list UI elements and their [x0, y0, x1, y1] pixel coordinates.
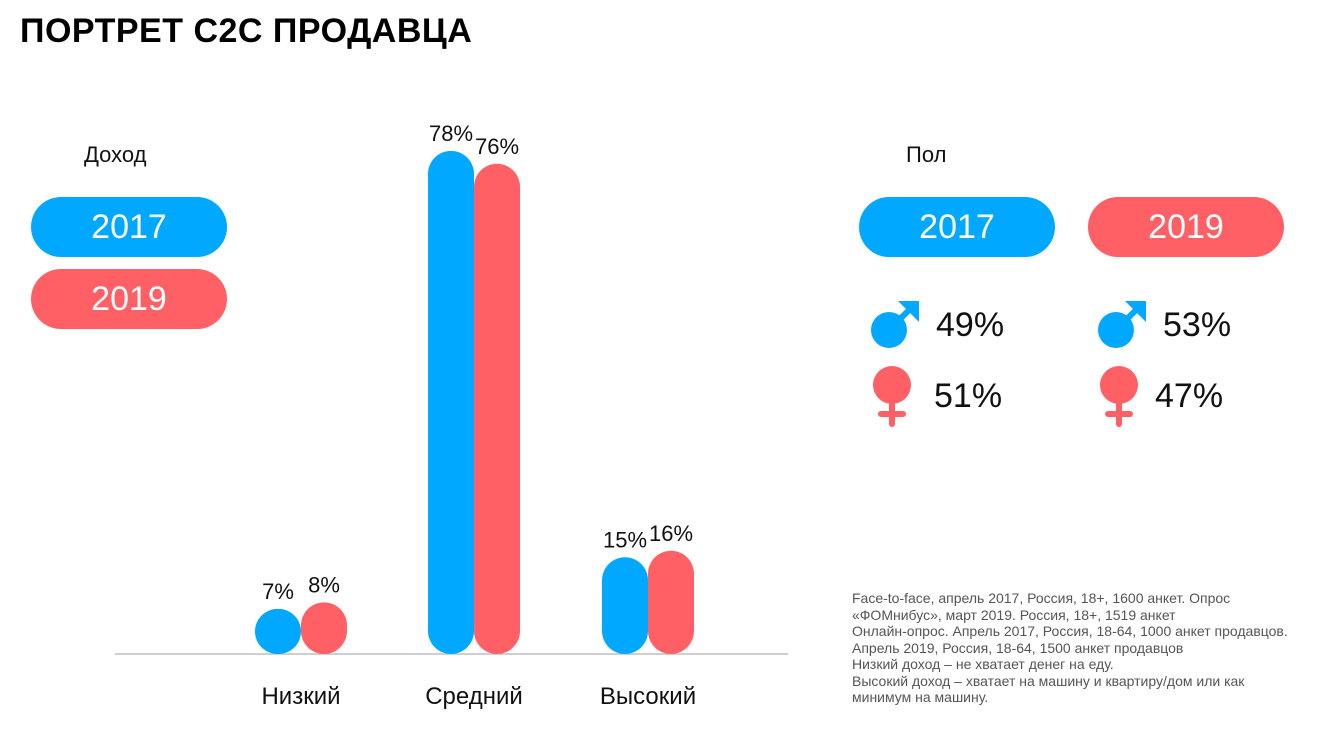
income-bar-chart: 7% 8% Низкий 78%76% Средний 15% 16% Высокий [115, 121, 788, 710]
bar-2017-1 [428, 150, 474, 654]
note-line: «ФОМнибус», март 2019. Россия, 18+, 1519… [852, 606, 1176, 623]
gender-2017-male-row: 49% [870, 298, 1004, 352]
note-line: минимум на машину. [852, 689, 989, 705]
gender-2017-female-row: 51% [870, 364, 1002, 428]
male-share-2017: 49% [936, 305, 1005, 344]
bar-2017-0 [255, 608, 301, 654]
data-label-2019-1: 76% [475, 134, 519, 159]
bar-2019-1 [474, 163, 520, 655]
data-label-2017-1: 78% [429, 121, 473, 146]
note-line: Низкий доход – не хватает денег на еду. [852, 656, 1114, 672]
methodology-note: Face-to-face, апрель 2017, Россия, 18+, … [852, 590, 1322, 706]
x-tick-label: Высокий [600, 683, 696, 710]
note-line: Face-to-face, апрель 2017, Россия, 18+, … [852, 590, 1231, 606]
bar-2019-0 [301, 602, 347, 654]
x-tick-label: Средний [425, 683, 523, 710]
bar-2019-2 [648, 550, 694, 654]
bar-2017-2 [602, 557, 648, 654]
page-title: ПОРТРЕТ C2C ПРОДАВЦА [20, 12, 473, 50]
gender-2019-male-row: 53% [1097, 298, 1231, 352]
data-label-2017-0: 7% [262, 579, 294, 604]
data-label-2017-2: 15% [603, 527, 647, 552]
note-line: Онлайн-опрос. Апрель 2017, Россия, 18-64… [852, 623, 1288, 639]
female-share-2019: 47% [1155, 376, 1224, 415]
legend-2019-badge: 2019 [31, 269, 227, 329]
legend-2017-badge: 2017 [31, 197, 227, 257]
note-line: Высокий доход – хватает на машину и квар… [852, 672, 1245, 689]
data-label-2019-2: 16% [649, 521, 693, 546]
gender-section-label: Пол [906, 142, 947, 167]
female-icon [1100, 366, 1138, 427]
gender-2019-female-row: 47% [1097, 364, 1223, 428]
female-share-2017: 51% [934, 376, 1003, 415]
male-icon [871, 301, 919, 348]
male-share-2019: 53% [1163, 305, 1232, 344]
gender-2017-badge: 2017 [859, 197, 1055, 257]
male-icon [1098, 301, 1146, 348]
data-label-2019-0: 8% [308, 572, 340, 597]
x-tick-label: Низкий [261, 683, 340, 710]
income-section-label: Доход [84, 142, 147, 167]
female-icon [873, 366, 911, 427]
note-line: Апрель 2019, Россия, 18-64, 1500 анкет п… [852, 639, 1184, 656]
gender-2019-badge: 2019 [1088, 197, 1284, 257]
